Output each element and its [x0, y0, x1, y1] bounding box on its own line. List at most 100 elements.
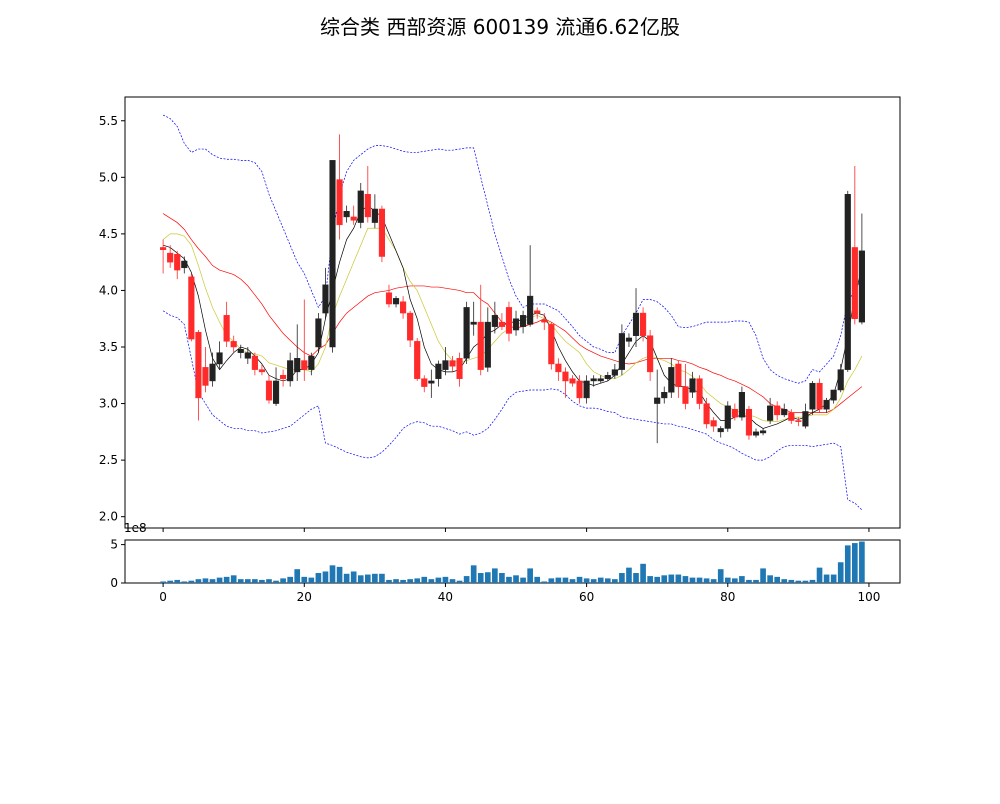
- candle-body: [392, 298, 400, 305]
- candle-body: [632, 312, 640, 336]
- volume-bar: [753, 579, 759, 583]
- volume-bar: [802, 580, 809, 583]
- volume-bar: [492, 568, 498, 583]
- candle-body: [654, 397, 661, 404]
- candle-body: [237, 349, 244, 353]
- volume-bar: [343, 573, 350, 583]
- candle-body: [202, 367, 209, 386]
- y-tick-label: 4.0: [99, 283, 118, 297]
- volume-bar: [647, 576, 653, 583]
- candle-body: [265, 380, 273, 401]
- candle-body: [759, 430, 767, 434]
- volume-bar: [230, 575, 237, 583]
- candle-body: [357, 190, 364, 223]
- volume-bar: [612, 579, 618, 583]
- volume-bar: [259, 579, 265, 583]
- candle-body: [583, 380, 590, 399]
- volume-bar: [329, 565, 336, 583]
- candle-body: [336, 179, 343, 226]
- volume-bar: [195, 579, 202, 583]
- candle-body: [484, 321, 491, 368]
- volume-bar: [364, 574, 371, 583]
- volume-bar: [386, 579, 392, 583]
- volume-bar: [350, 571, 357, 583]
- candle-body: [597, 378, 604, 382]
- volume-bar: [767, 575, 773, 583]
- candle-body: [428, 380, 435, 384]
- indicator-line: [162, 227, 863, 423]
- volume-bar: [244, 579, 251, 583]
- x-tick-label: 100: [857, 590, 880, 604]
- volume-bar: [830, 574, 837, 583]
- volume-bar: [209, 579, 216, 583]
- candle-body: [569, 378, 576, 384]
- volume-bar: [393, 579, 399, 583]
- candle-body: [520, 315, 527, 327]
- candle-body: [618, 333, 625, 370]
- volume-bar: [604, 578, 611, 583]
- volume-bar: [456, 580, 463, 583]
- volume-bar: [619, 573, 625, 583]
- volume-bar: [527, 568, 533, 583]
- candle-body: [230, 341, 237, 348]
- volume-bar: [668, 574, 675, 583]
- candle-body: [491, 315, 498, 327]
- indicator-line: [162, 213, 863, 413]
- candle-body: [512, 318, 520, 331]
- volume-bar: [682, 576, 689, 583]
- volume-bar: [562, 577, 569, 583]
- volume-bar: [499, 573, 505, 583]
- candle-body: [738, 392, 745, 418]
- volume-bar: [583, 578, 590, 583]
- chart-title: 综合类 西部资源 600139 流通6.62亿股: [320, 15, 680, 39]
- candle-body: [767, 405, 774, 421]
- candle-body: [280, 375, 287, 379]
- candle-body: [287, 360, 294, 382]
- x-tick-label: 60: [579, 590, 594, 604]
- candle-body: [795, 420, 802, 422]
- x-tick-label: 80: [720, 590, 735, 604]
- candle-body: [308, 355, 315, 370]
- y-tick-label: 2.5: [99, 453, 118, 467]
- volume-bar: [732, 578, 738, 583]
- candle-body: [802, 411, 809, 427]
- volume-bar: [576, 576, 583, 583]
- volume-bar: [675, 574, 682, 583]
- candle-body: [329, 160, 336, 348]
- candle-body: [435, 363, 442, 379]
- x-tick-label: 40: [438, 590, 453, 604]
- volume-axes: [124, 539, 901, 584]
- candle-body: [167, 252, 174, 263]
- volume-bar: [696, 577, 703, 583]
- volume-bar: [626, 567, 632, 583]
- volume-bar: [774, 576, 781, 583]
- candle-body: [696, 378, 703, 404]
- candle-body: [400, 301, 407, 314]
- candle-body: [371, 208, 378, 223]
- candle-body: [414, 341, 421, 379]
- candle-body: [541, 319, 548, 323]
- candle-body: [301, 360, 308, 370]
- volume-bar: [590, 579, 597, 583]
- volume-bar: [252, 579, 258, 583]
- volume-bar: [859, 541, 865, 583]
- candle-body: [809, 382, 816, 410]
- volume-bar: [541, 581, 548, 583]
- y-tick-label: 5.5: [99, 114, 118, 128]
- volume-bar: [633, 573, 639, 583]
- candle-body: [498, 321, 505, 327]
- y-tick-label: 3.0: [99, 397, 118, 411]
- volume-bar: [661, 575, 668, 583]
- volume-bar: [640, 563, 646, 583]
- y-tick-label: 5: [110, 538, 118, 552]
- volume-bar: [266, 579, 272, 583]
- candle-body: [477, 321, 484, 370]
- candle-body: [251, 355, 258, 370]
- volume-bar: [569, 579, 576, 583]
- volume-bar: [470, 565, 477, 583]
- volume-bar: [809, 579, 816, 583]
- volume-bar: [689, 577, 696, 583]
- volume-bar: [717, 569, 724, 583]
- volume-bar: [287, 576, 293, 583]
- volume-bar: [484, 572, 491, 583]
